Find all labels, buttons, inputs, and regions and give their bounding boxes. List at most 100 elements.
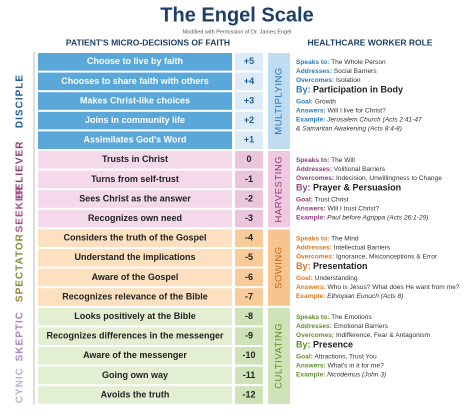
role-line-label: Goal:: [296, 353, 313, 360]
decision-score: -8: [245, 311, 253, 321]
role-line-label: Example:: [296, 293, 325, 300]
decision-bar: [38, 170, 232, 189]
role-line: Overcomes: Isolation: [296, 77, 361, 84]
role-line: Example: Nicodemus (John 3): [296, 371, 386, 378]
role-line-text: Indifference, Fear & Antagonism: [336, 332, 431, 339]
role-line-label: Answers:: [296, 107, 326, 114]
role-line-label: Addresses:: [296, 68, 332, 75]
decision-bar: [38, 131, 232, 149]
decision-bar: [38, 209, 232, 228]
role-name: HARVESTING: [274, 156, 285, 223]
decision-text: Assimilates God's Word: [84, 135, 187, 145]
role-line-label: By:: [296, 261, 311, 271]
score-box: [235, 366, 263, 385]
decision-score: +4: [244, 76, 254, 86]
role-line-label: Speaks to:: [296, 235, 329, 242]
stage-label: SEEKER: [15, 185, 26, 232]
score-box: [235, 327, 263, 345]
score-box: [235, 131, 263, 149]
role-bar: [268, 53, 290, 149]
score-box: [235, 92, 263, 110]
role-line-text: The Mind: [331, 235, 359, 242]
role-line: Example: Paul before Agrippa (Acts 26:1-…: [296, 214, 428, 221]
decision-text: Choose to live by faith: [87, 56, 183, 66]
role-line: Example: Jerusalem Church (Acts 2:41-47: [296, 116, 422, 123]
role-line: Speaks to: The Emotions: [296, 314, 372, 321]
role-line: Answers: Will I trust Christ?: [296, 205, 380, 212]
decision-text: Joins in community life: [85, 115, 185, 125]
decision-bar: [38, 72, 232, 91]
role-line: Goal: Attractions, Trust You: [296, 353, 377, 360]
decision-bar: [38, 229, 232, 247]
role-name: SOWING: [274, 246, 285, 289]
role-line: Speaks to: The Mind: [296, 235, 359, 242]
score-box: [235, 72, 263, 91]
score-box: [235, 347, 263, 365]
role-line-label: Goal:: [296, 275, 313, 282]
role-line-label: Speaks to:: [296, 314, 329, 321]
role-line-label: Goal:: [296, 98, 313, 105]
role-line-label: By:: [296, 183, 311, 193]
role-line: Overcomes: Indifference, Fear & Antagoni…: [296, 332, 431, 339]
decision-bar: [38, 327, 232, 345]
subtitle: Modified with Permission of Dr. James En…: [183, 29, 292, 35]
role-line-label: Overcomes:: [296, 253, 334, 260]
stage-label: BELIEVER: [15, 141, 26, 199]
role-line: Answers: Will I live for Christ?: [296, 107, 386, 114]
stage-label: SPECTATOR: [15, 233, 26, 302]
title: The Engel Scale: [160, 4, 313, 26]
role-line-label: Addresses:: [296, 323, 332, 330]
role-line: Overcomes: Ignorance, Misconceptions & E…: [296, 253, 438, 260]
decision-text: Understand the implications: [74, 252, 195, 262]
role-line-text: Participation in Body: [313, 85, 403, 95]
score-box: [235, 229, 263, 247]
decision-score: +2: [244, 115, 254, 125]
role-line-text: The Will: [331, 157, 355, 164]
score-box: [235, 111, 263, 130]
stage-label: DISCIPLE: [15, 74, 26, 128]
role-line: Answers: Who is Jesus? What does He want…: [296, 284, 460, 291]
decision-score: -6: [245, 272, 253, 282]
role-line-text: Intellectual Barriers: [334, 244, 391, 251]
role-line-text: Jerusalem Church (Acts 2:41-47: [326, 116, 422, 123]
role-line-label: By:: [296, 85, 311, 95]
role-line-label: By:: [296, 340, 311, 350]
score-box: [235, 386, 263, 404]
role-line: Answers: What's in it for me?: [296, 362, 384, 369]
score-box: [235, 268, 263, 287]
decision-score: -10: [242, 350, 255, 360]
role-line: Addresses: Social Barriers: [296, 68, 377, 75]
decision-score: -5: [245, 252, 253, 262]
decision-text: Aware of the Gospel: [92, 272, 179, 282]
decision-text: Recognizes relevance of the Bible: [62, 291, 208, 301]
role-line: Overcomes: Indecision, Unwillingness to …: [296, 175, 442, 182]
decision-score: -2: [245, 193, 253, 203]
decision-score: -11: [243, 370, 256, 380]
decision-text: Looks positively at the Bible: [74, 311, 196, 321]
role-line: Goal: Growth: [296, 98, 336, 105]
decision-score: -9: [245, 331, 253, 341]
score-box: [235, 307, 263, 326]
role-line-label: Addresses:: [296, 166, 332, 173]
decision-text: Going own way: [102, 370, 168, 380]
decision-text: Trusts in Christ: [102, 154, 168, 164]
role-line-text: The Emotions: [331, 314, 372, 321]
role-line-label: Speaks to:: [296, 157, 329, 164]
score-box: [235, 209, 263, 228]
role-line-text: Nicodemus (John 3): [327, 371, 386, 378]
decision-bar: [38, 347, 232, 365]
role-line-label: Overcomes:: [296, 332, 334, 339]
score-box: [235, 170, 263, 189]
role-line-label: Answers:: [296, 284, 326, 291]
score-box: [235, 288, 263, 306]
decision-bar: [38, 386, 232, 404]
decision-bar: [38, 249, 232, 267]
role-line-label: Example:: [296, 214, 325, 221]
role-line: Example: Ethiopian Eunuch (Acts 8): [296, 293, 403, 300]
decision-score: -3: [245, 213, 253, 223]
decision-bar: [38, 268, 232, 287]
role-line: By: Prayer & Persuasion: [296, 183, 401, 193]
role-line: Speaks to: The Whole Person: [296, 59, 386, 66]
stage-label: CYNIC: [15, 367, 26, 403]
role-line: Addresses: Volitional Barriers: [296, 166, 386, 173]
